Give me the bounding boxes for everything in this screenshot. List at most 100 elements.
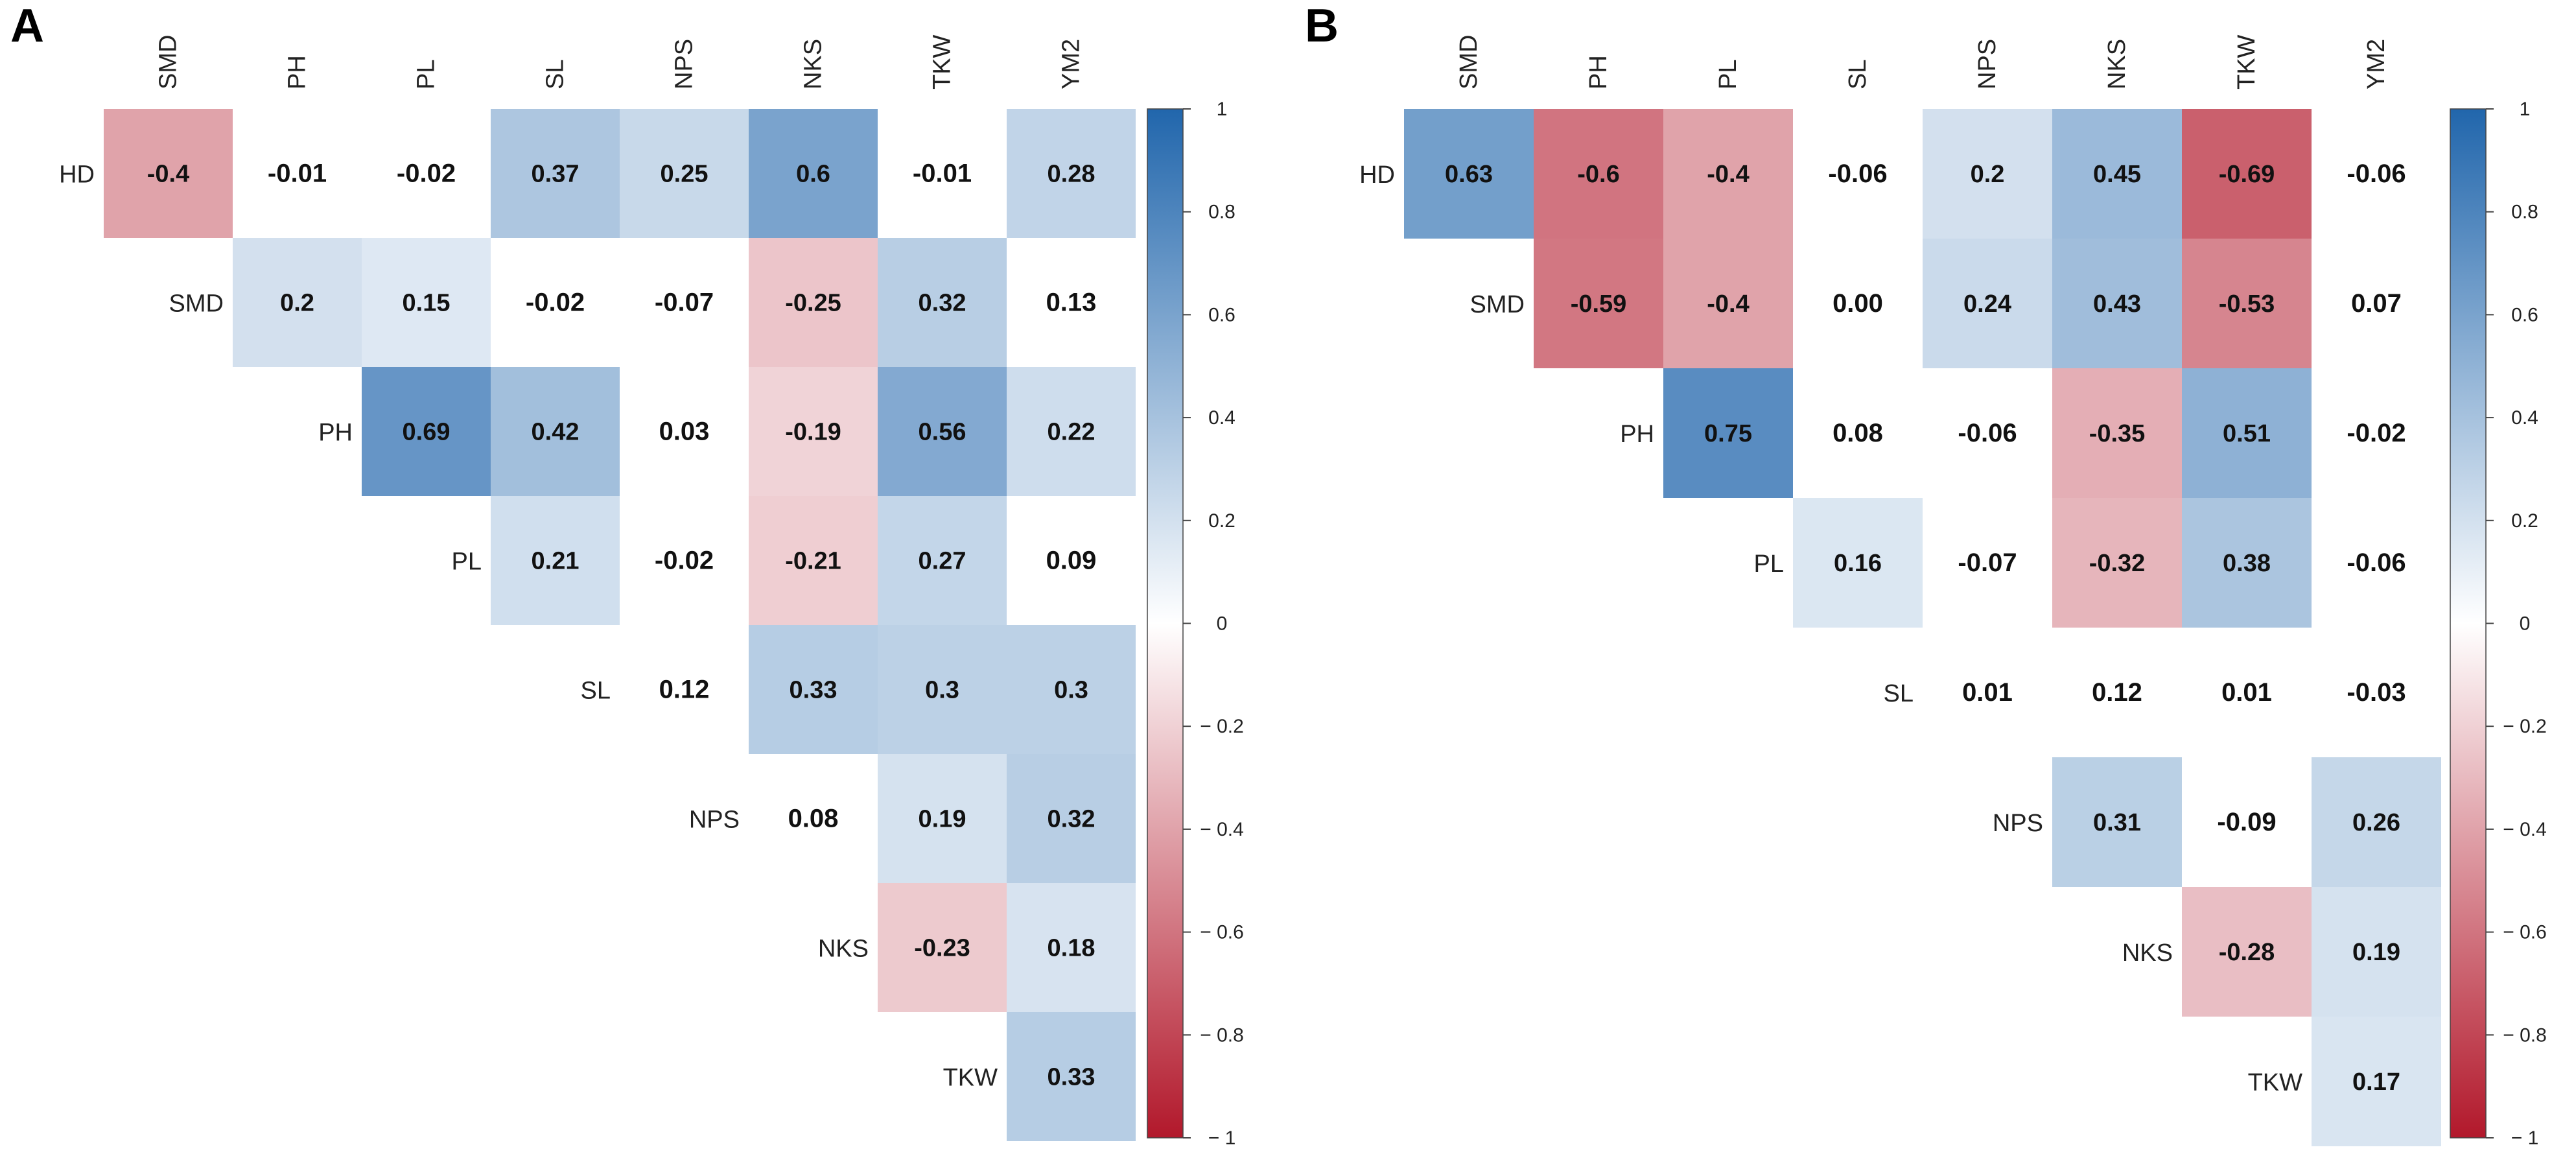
cell-value-label: 0.08 xyxy=(1832,419,1883,447)
colorbar-tick-label: 1 xyxy=(2520,99,2531,120)
heatmap-cell xyxy=(491,496,620,625)
cell-value-label: -0.02 xyxy=(2347,419,2406,447)
colorbar xyxy=(1147,108,1184,1138)
cell-value-label: 0.24 xyxy=(1963,290,2011,318)
cell-value-label: 0.21 xyxy=(532,548,580,575)
row-label: HD xyxy=(1359,161,1395,189)
row-label: NKS xyxy=(818,936,869,963)
colorbar xyxy=(2450,108,2487,1138)
colorbar-tick-label: 0.2 xyxy=(1208,510,1235,532)
heatmap-cell xyxy=(2312,757,2441,887)
colorbar-tick-label: 0 xyxy=(2520,613,2531,635)
heatmap-cell xyxy=(2182,109,2312,239)
cell-value-label: -0.23 xyxy=(914,935,970,962)
column-label: PH xyxy=(1585,55,1612,89)
cell-value-label: -0.02 xyxy=(526,289,585,317)
cell-value-label: 0.03 xyxy=(659,418,710,446)
cell-value-label: 0.3 xyxy=(925,677,959,704)
cell-value-label: 0.00 xyxy=(1832,289,1883,318)
cell-value-label: 0.32 xyxy=(919,290,966,317)
row-label: NPS xyxy=(689,807,740,834)
heatmap-cell xyxy=(749,496,878,625)
cell-value-label: 0.25 xyxy=(661,161,708,188)
heatmap-cell xyxy=(2182,239,2312,368)
colorbar-tick-label: 0.4 xyxy=(2511,407,2538,429)
heatmap-cell xyxy=(1534,109,1663,239)
heatmap-cell xyxy=(749,109,878,238)
heatmap-cell xyxy=(749,238,878,367)
column-label: SL xyxy=(542,60,569,89)
colorbar-tick-label: 0.8 xyxy=(2511,202,2538,223)
cell-value-label: 0.28 xyxy=(1048,161,1095,188)
heatmap-cell xyxy=(491,367,620,496)
heatmap-panel-b: B SMD PH PL SL NPS NKS TKW YM2 HD 0.63 -0.6 -0.4 -0.0… xyxy=(1305,0,2547,1149)
colorbar-tick-label: − 0.2 xyxy=(1200,716,1244,737)
cell-value-label: 0.2 xyxy=(1971,161,2005,188)
heatmap-cell xyxy=(2052,757,2182,887)
cell-value-label: 0.51 xyxy=(2223,420,2271,447)
cell-value-label: 0.33 xyxy=(790,677,837,704)
row-label: PL xyxy=(1754,550,1784,578)
colorbar-tick-label: − 0.4 xyxy=(1200,819,1244,840)
heatmap-cell xyxy=(1007,883,1136,1012)
heatmap-cell xyxy=(1923,109,2052,239)
cell-value-label: -0.03 xyxy=(2347,678,2406,707)
cell-value-label: -0.32 xyxy=(2089,550,2146,577)
cell-value-label: -0.25 xyxy=(785,290,841,317)
cell-value-label: 0.15 xyxy=(403,290,451,317)
cell-value-label: -0.4 xyxy=(1707,161,1749,188)
cell-value-label: 0.01 xyxy=(2221,678,2272,707)
heatmap-cell xyxy=(878,625,1007,754)
row-label: HD xyxy=(59,161,95,189)
row-label: TKW xyxy=(2248,1069,2303,1096)
heatmap-cell xyxy=(2052,109,2182,239)
cell-value-label: -0.07 xyxy=(1958,549,2017,577)
heatmap-cell xyxy=(362,238,491,367)
heatmap-cell xyxy=(1534,239,1663,368)
cell-value-label: 0.12 xyxy=(2092,678,2142,707)
panel-label: A xyxy=(10,0,44,52)
heatmap-cell xyxy=(878,238,1007,367)
cell-value-label: -0.59 xyxy=(1571,290,1627,318)
cell-value-label: 0.63 xyxy=(1445,161,1493,188)
cell-value-label: 0.01 xyxy=(1962,678,2013,707)
column-label: SL xyxy=(1844,60,1871,89)
heatmap-cell xyxy=(2182,887,2312,1017)
heatmap-cell xyxy=(1663,368,1793,498)
cell-value-label: 0.32 xyxy=(1048,806,1095,833)
colorbar-tick-label: 0.6 xyxy=(1208,304,1235,325)
cell-value-label: 0.19 xyxy=(2352,939,2400,966)
cell-value-label: 0.6 xyxy=(796,161,830,188)
column-label: NPS xyxy=(671,39,698,89)
cell-value-label: 0.37 xyxy=(532,161,580,188)
column-label: NPS xyxy=(1974,39,2001,89)
colorbar-tick-label: − 0.8 xyxy=(1200,1024,1244,1046)
cell-value-label: -0.01 xyxy=(913,159,972,188)
colorbar-tick-label: 0.2 xyxy=(2511,510,2538,532)
heatmap-cell xyxy=(104,109,233,238)
cell-value-label: -0.69 xyxy=(2219,161,2275,188)
heatmap-panel-a: A SMD PH PL SL NPS NKS TKW YM2 HD -0.4 -0.01 -0.02 0.… xyxy=(10,0,1244,1149)
cell-value-label: 0.19 xyxy=(919,806,966,833)
cell-value-label: 0.12 xyxy=(659,676,710,704)
cell-value-label: -0.4 xyxy=(147,161,189,188)
heatmap-cell xyxy=(2182,498,2312,628)
heatmap-cell xyxy=(1007,625,1136,754)
heatmap-cell xyxy=(2312,1017,2441,1146)
cell-value-label: 0.26 xyxy=(2352,809,2400,836)
colorbar-tick-label: − 0.2 xyxy=(2503,716,2547,737)
cell-value-label: 0.56 xyxy=(919,419,966,446)
cell-value-label: 0.38 xyxy=(2223,550,2271,577)
cell-value-label: -0.53 xyxy=(2219,290,2275,318)
row-label: PH xyxy=(1620,421,1654,448)
cell-value-label: -0.02 xyxy=(397,159,456,188)
cell-value-label: 0.3 xyxy=(1054,677,1088,704)
cell-value-label: -0.21 xyxy=(785,548,841,575)
cell-value-label: 0.33 xyxy=(1048,1064,1095,1091)
cell-value-label: 0.2 xyxy=(280,290,314,317)
cell-value-label: 0.16 xyxy=(1834,550,1882,577)
colorbar-tick-label: 0.6 xyxy=(2511,304,2538,325)
heatmap-cell xyxy=(1663,239,1793,368)
cell-value-label: 0.45 xyxy=(2093,161,2141,188)
